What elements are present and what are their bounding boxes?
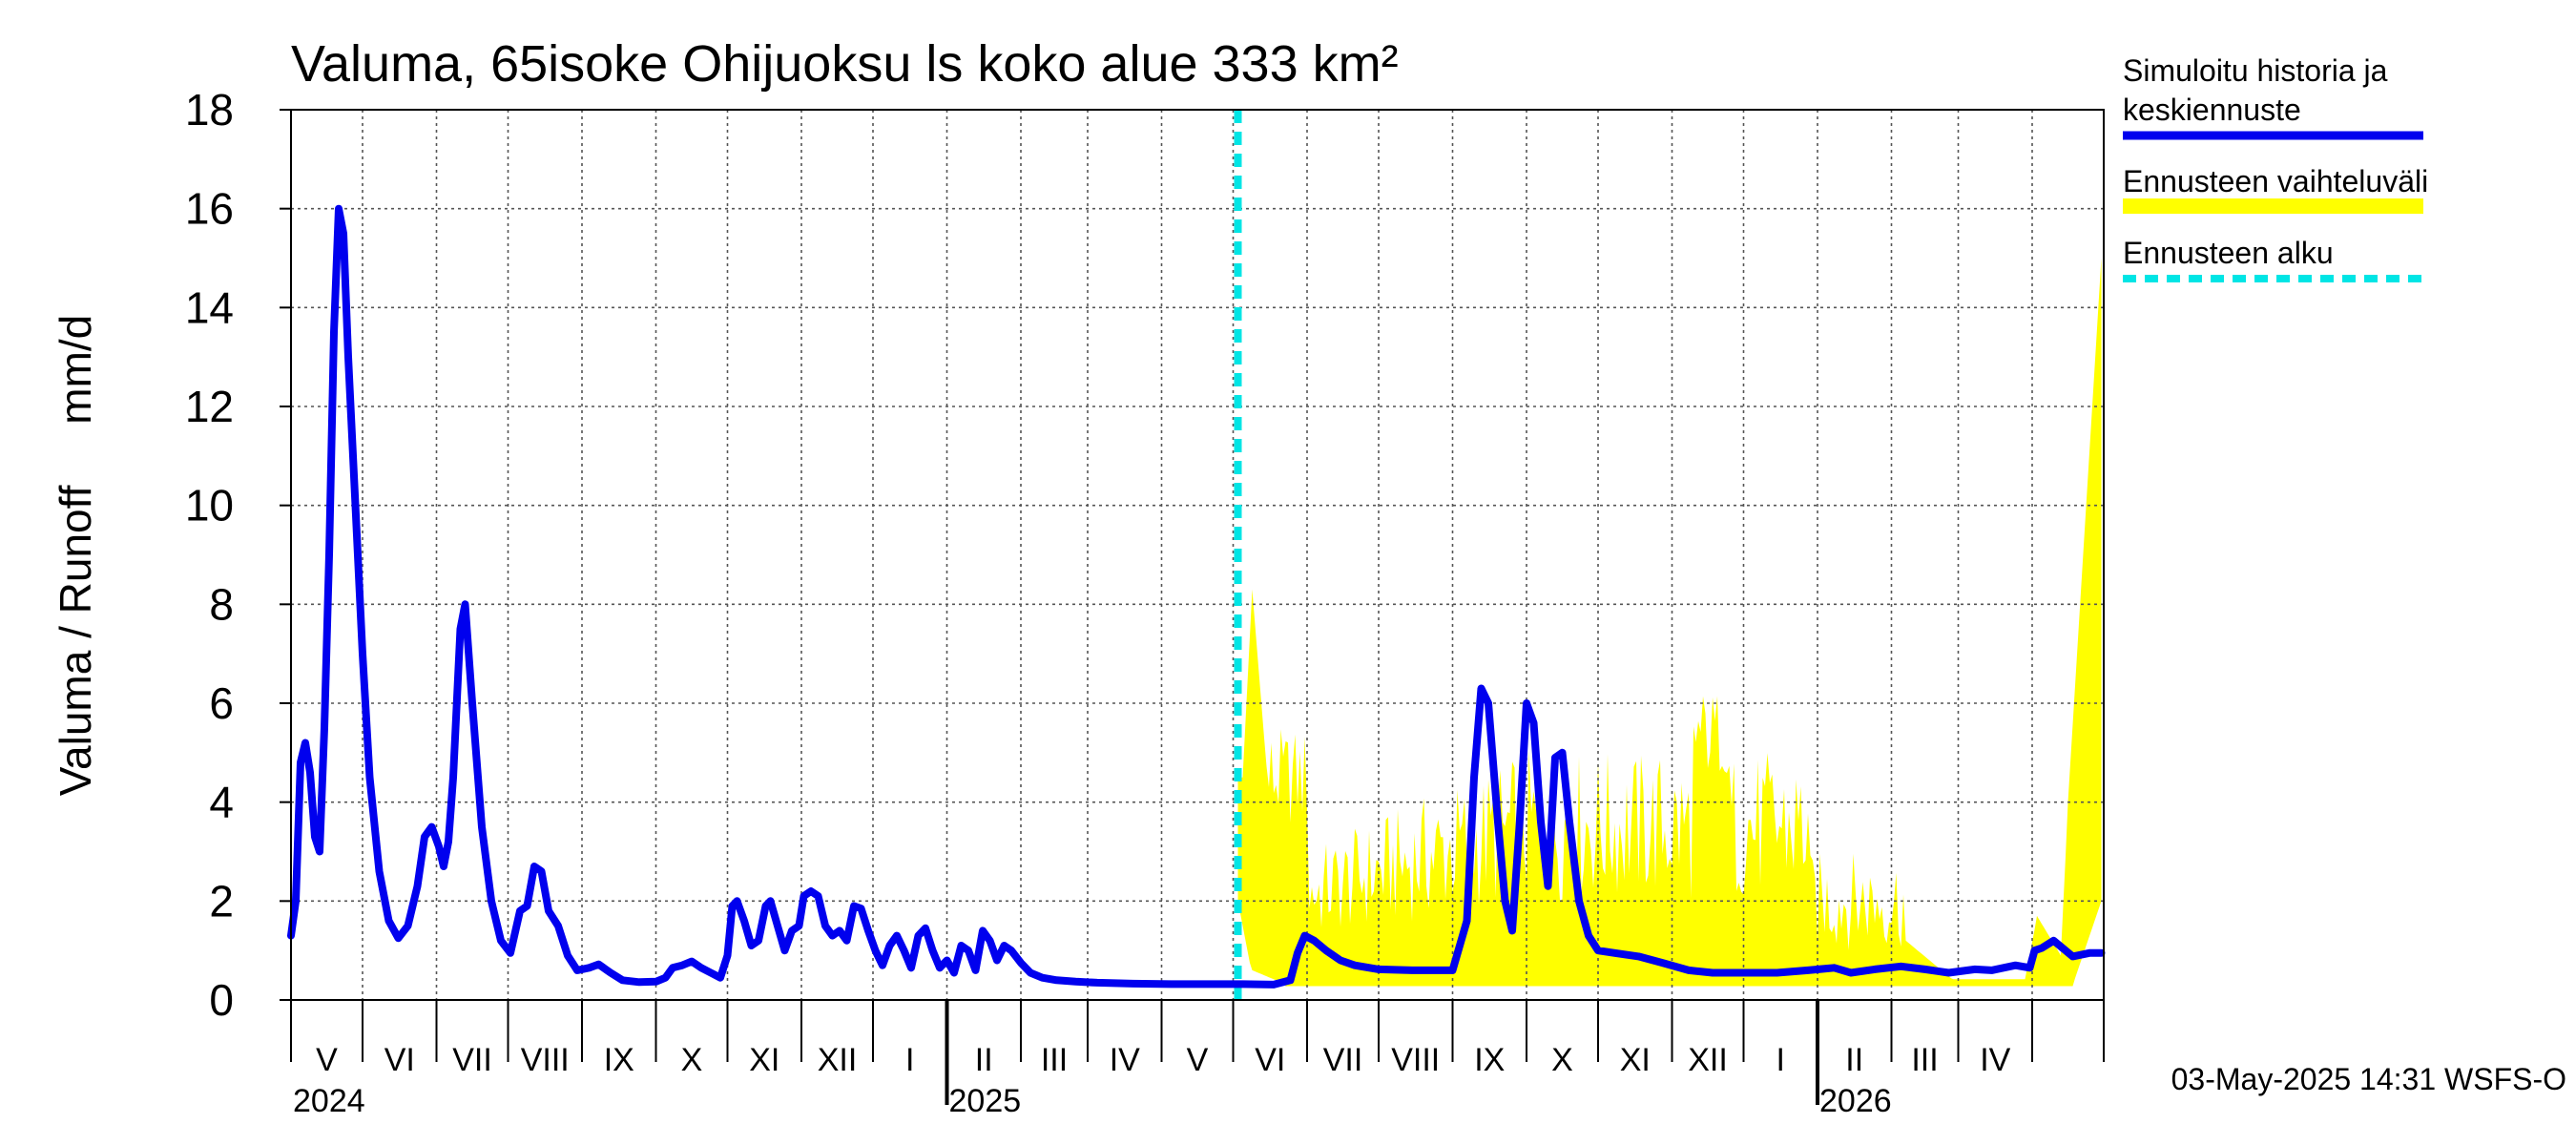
y-axis-label: Valuma / Runoff mm/d	[51, 315, 100, 797]
chart-title: Valuma, 65isoke Ohijuoksu ls koko alue 3…	[291, 35, 1399, 93]
month-label: VI	[384, 1042, 415, 1078]
y-tick-label: 4	[209, 778, 234, 827]
y-tick-label: 10	[185, 481, 234, 531]
month-label: XII	[1688, 1042, 1728, 1078]
year-label: 2026	[1819, 1083, 1892, 1119]
month-label: XII	[818, 1042, 858, 1078]
month-label: VII	[1323, 1042, 1363, 1078]
y-tick-label: 0	[209, 975, 234, 1025]
month-label: IX	[604, 1042, 634, 1078]
forecast-band-layer	[1237, 258, 2102, 987]
month-label: III	[1041, 1042, 1068, 1078]
legend-series-label-line1: Simuloitu historia ja	[2123, 53, 2388, 88]
month-label: III	[1911, 1042, 1938, 1078]
series-layer	[287, 110, 2106, 1000]
month-label: V	[316, 1042, 338, 1078]
y-tick-label: 6	[209, 678, 234, 728]
y-tick-label: 2	[209, 876, 234, 926]
legend: Simuloitu historia ja keskiennuste Ennus…	[2123, 53, 2428, 282]
legend-forecast-start-label: Ennusteen alku	[2123, 236, 2334, 270]
month-label: I	[1776, 1042, 1785, 1078]
month-label: XI	[749, 1042, 779, 1078]
timestamp-footer: 03-May-2025 14:31 WSFS-O	[2171, 1062, 2566, 1096]
year-label: 2025	[949, 1083, 1022, 1119]
month-label: IV	[1980, 1042, 2010, 1078]
plot-frame	[290, 109, 2105, 1001]
legend-series-label-line2: keskiennuste	[2123, 93, 2301, 127]
grid-layer	[291, 110, 2104, 1000]
y-tick-label: 12	[185, 382, 234, 431]
month-label: X	[1551, 1042, 1573, 1078]
year-label: 2024	[293, 1083, 365, 1119]
month-label: VIII	[521, 1042, 570, 1078]
month-label: I	[905, 1042, 914, 1078]
month-label: IX	[1474, 1042, 1505, 1078]
month-label: X	[681, 1042, 703, 1078]
month-label: XI	[1620, 1042, 1651, 1078]
y-tick-label: 8	[209, 579, 234, 629]
y-tick-label: 18	[185, 85, 234, 135]
month-label: II	[975, 1042, 993, 1078]
month-label: VII	[452, 1042, 492, 1078]
legend-band-label: Ennusteen vaihteluväli	[2123, 164, 2428, 198]
month-label: IV	[1110, 1042, 1140, 1078]
month-label: II	[1845, 1042, 1863, 1078]
month-label: VIII	[1391, 1042, 1440, 1078]
y-tick-label: 16	[185, 184, 234, 234]
month-label: VI	[1255, 1042, 1285, 1078]
month-label: V	[1187, 1042, 1209, 1078]
simulated-runoff-line	[287, 204, 2106, 989]
y-tick-label: 14	[185, 282, 234, 332]
forecast-band	[1237, 258, 2102, 987]
